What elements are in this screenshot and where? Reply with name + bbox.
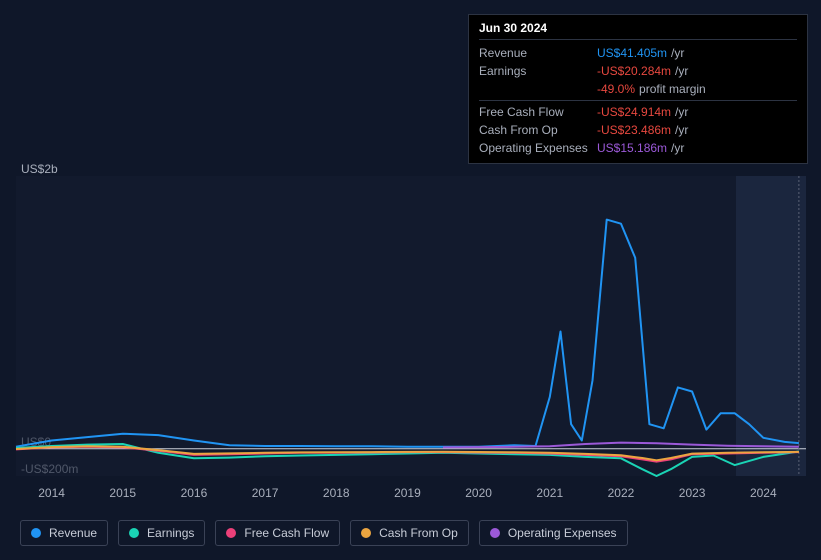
legend-item-fcf[interactable]: Free Cash Flow: [215, 520, 340, 546]
x-axis-label: 2014: [38, 486, 65, 500]
tooltip-suffix: /yr: [675, 123, 688, 137]
tooltip-value: -49.0%: [597, 82, 635, 96]
plot-svg: [16, 176, 806, 476]
tooltip-suffix: /yr: [675, 105, 688, 119]
legend-swatch: [361, 528, 371, 538]
x-axis-label: 2021: [536, 486, 563, 500]
tooltip-value: -US$23.486m: [597, 123, 671, 137]
x-axis: 2014 2015 2016 2017 2018 2019 2020 2021 2022 2023…: [16, 486, 806, 504]
tooltip-value: -US$24.914m: [597, 105, 671, 119]
tooltip-row-cfo: Cash From Op-US$23.486m/yr: [479, 121, 797, 139]
x-axis-label: 2016: [181, 486, 208, 500]
x-axis-label: 2020: [465, 486, 492, 500]
x-axis-label: 2019: [394, 486, 421, 500]
tooltip-row-revenue: RevenueUS$41.405m/yr: [479, 44, 797, 62]
x-axis-label: 2018: [323, 486, 350, 500]
tooltip-suffix: /yr: [675, 64, 688, 78]
x-axis-label: 2015: [109, 486, 136, 500]
tooltip-row-opex: Operating ExpensesUS$15.186m/yr: [479, 139, 797, 157]
tooltip-row-fcf: Free Cash Flow-US$24.914m/yr: [479, 100, 797, 121]
tooltip-label: Revenue: [479, 46, 597, 60]
chart-tooltip: Jun 30 2024 RevenueUS$41.405m/yrEarnings…: [468, 14, 808, 164]
tooltip-value: US$15.186m: [597, 141, 667, 155]
legend-swatch: [226, 528, 236, 538]
tooltip-label: Earnings: [479, 64, 597, 78]
tooltip-suffix: /yr: [671, 141, 684, 155]
tooltip-row-margin: -49.0% profit margin: [479, 80, 797, 98]
plot-area: [16, 176, 806, 476]
x-axis-label: 2022: [608, 486, 635, 500]
legend-item-revenue[interactable]: Revenue: [20, 520, 108, 546]
legend-swatch: [31, 528, 41, 538]
legend-item-cfo[interactable]: Cash From Op: [350, 520, 469, 546]
tooltip-value: US$41.405m: [597, 46, 667, 60]
legend-label: Free Cash Flow: [244, 526, 329, 540]
tooltip-label: Free Cash Flow: [479, 105, 597, 119]
legend-item-opex[interactable]: Operating Expenses: [479, 520, 628, 546]
tooltip-row-earnings: Earnings-US$20.284m/yr: [479, 62, 797, 80]
tooltip-label: Operating Expenses: [479, 141, 597, 155]
legend: Revenue Earnings Free Cash Flow Cash From O…: [20, 520, 628, 546]
financials-chart: { "chart": { "type": "line", "background…: [0, 0, 821, 560]
legend-swatch: [129, 528, 139, 538]
y-axis-label: US$2b: [21, 162, 58, 176]
x-axis-label: 2023: [679, 486, 706, 500]
x-axis-label: 2024: [750, 486, 777, 500]
tooltip-label: Cash From Op: [479, 123, 597, 137]
tooltip-date: Jun 30 2024: [479, 21, 797, 40]
legend-item-earnings[interactable]: Earnings: [118, 520, 205, 546]
x-axis-label: 2017: [252, 486, 279, 500]
tooltip-suffix: profit margin: [639, 82, 706, 96]
legend-label: Revenue: [49, 526, 97, 540]
legend-label: Operating Expenses: [508, 526, 617, 540]
legend-label: Earnings: [147, 526, 194, 540]
legend-swatch: [490, 528, 500, 538]
tooltip-suffix: /yr: [671, 46, 684, 60]
legend-label: Cash From Op: [379, 526, 458, 540]
tooltip-value: -US$20.284m: [597, 64, 671, 78]
series-revenue: [16, 220, 799, 447]
